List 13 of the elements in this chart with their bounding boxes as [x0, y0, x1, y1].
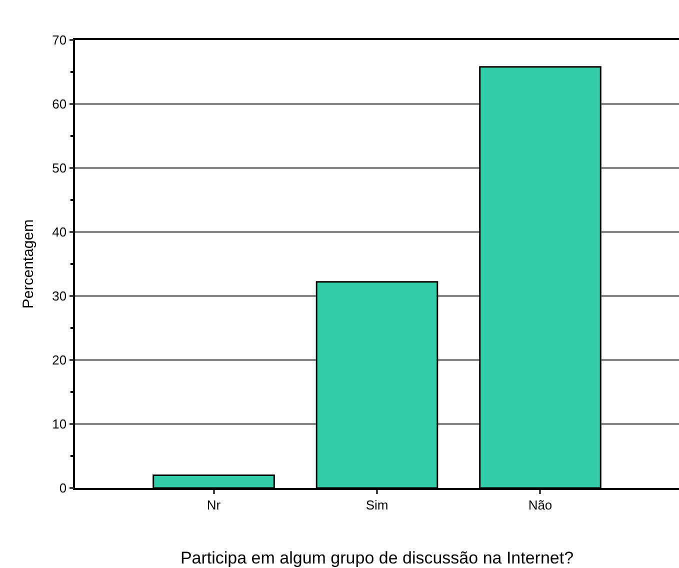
y-tick-label: 20: [52, 352, 67, 368]
x-tick-label: Não: [528, 498, 552, 513]
y-axis-title: Percentagem: [20, 219, 37, 309]
y-tick-label: 30: [52, 288, 67, 304]
x-tick-label: Sim: [366, 498, 388, 513]
y-tick-label: 70: [52, 32, 67, 48]
y-tick-label: 40: [52, 224, 67, 240]
x-tick-label: Nr: [206, 498, 222, 513]
y-tick-label: 50: [52, 160, 67, 176]
x-axis-title: Participa em algum grupo de discussão na Internet?: [180, 548, 574, 568]
y-tick-label: 10: [52, 416, 67, 432]
y-tick-label: 0: [59, 480, 67, 496]
y-tick-label: 60: [52, 96, 67, 112]
